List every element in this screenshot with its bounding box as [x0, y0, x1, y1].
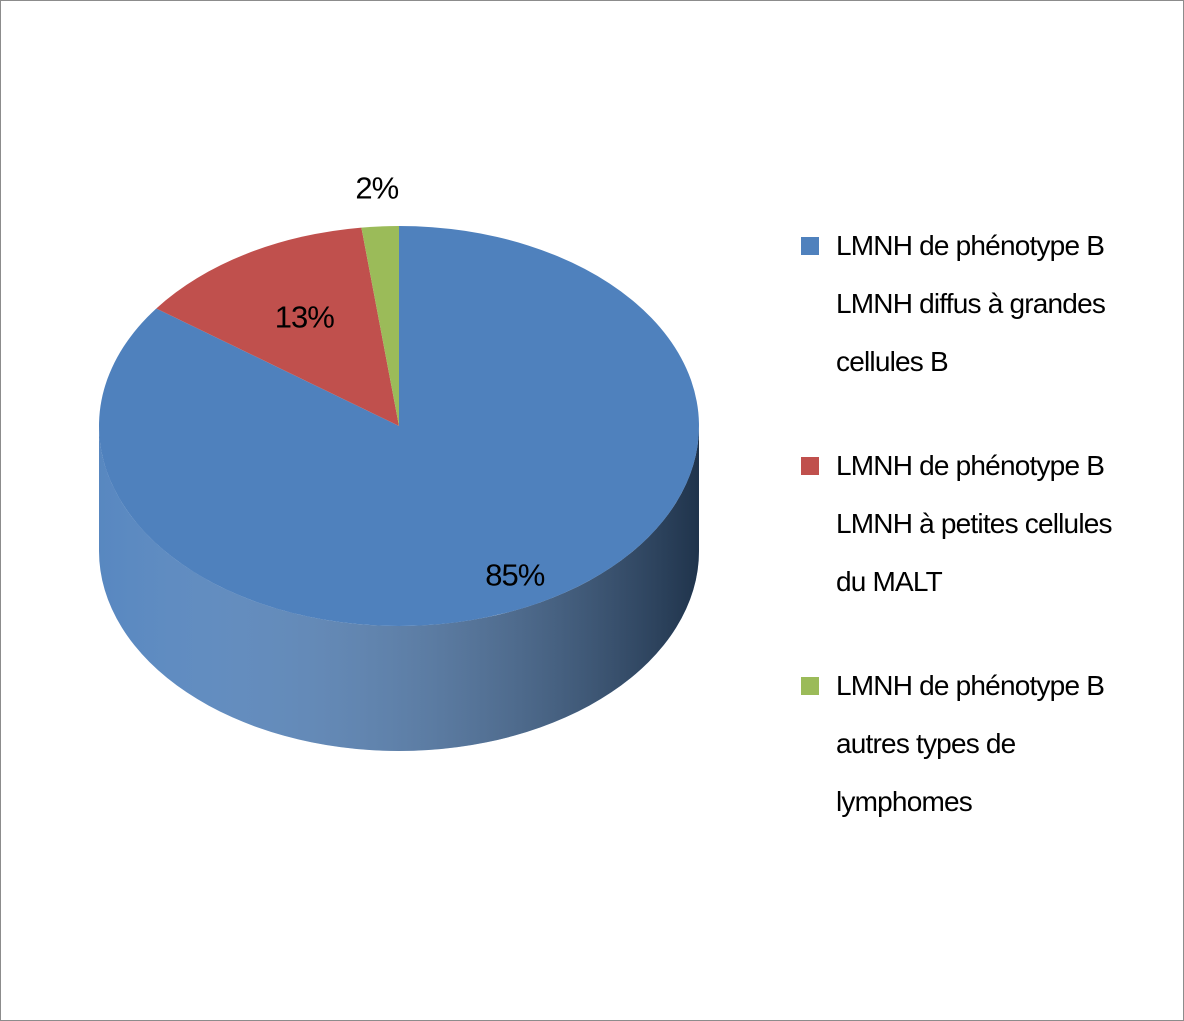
legend-swatch — [801, 237, 819, 255]
legend-label: LMNH de phénotype B LMNH à petites cellu… — [836, 450, 1113, 597]
data-label: 2% — [355, 171, 398, 206]
pie-slice — [156, 227, 399, 426]
legend-item: LMNH de phénotype B LMNH diffus à grande… — [801, 217, 1121, 391]
legend-item: LMNH de phénotype B LMNH à petites cellu… — [801, 437, 1121, 611]
pie-side-shade — [99, 426, 699, 751]
legend: LMNH de phénotype B LMNH diffus à grande… — [801, 217, 1121, 877]
legend-swatch — [801, 457, 819, 475]
data-label: 13% — [275, 299, 334, 334]
legend-swatch — [801, 677, 819, 695]
pie-slice — [361, 226, 399, 426]
legend-label: LMNH de phénotype B LMNH diffus à grande… — [836, 230, 1106, 377]
legend-item: LMNH de phénotype B autres types de lymp… — [801, 657, 1121, 831]
legend-label: LMNH de phénotype B autres types de lymp… — [836, 670, 1105, 817]
data-label: 85% — [485, 558, 544, 593]
